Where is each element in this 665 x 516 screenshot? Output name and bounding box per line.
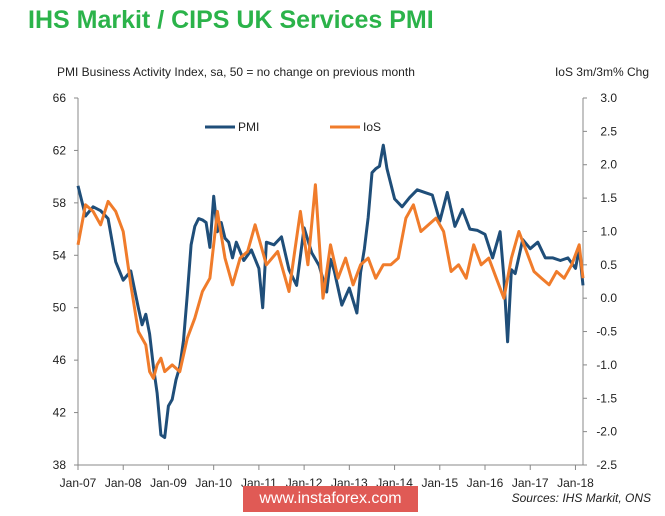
y-tick-label: 42 xyxy=(53,406,67,420)
chart-legend: PMI IoS xyxy=(205,120,381,134)
series-line-pmi xyxy=(76,143,585,439)
y2-tick-label: -2.5 xyxy=(596,458,617,472)
y2-tick-label: 2.0 xyxy=(600,158,617,172)
legend-label-ios: IoS xyxy=(363,120,381,134)
y2-tick-label: 0.5 xyxy=(600,258,617,272)
y-tick-label: 66 xyxy=(53,91,67,105)
watermark: www.instaforex.com xyxy=(243,486,418,512)
x-tick-label: Jan-17 xyxy=(512,476,549,490)
y2-tick-label: -1.0 xyxy=(596,358,617,372)
y2-tick-label: 1.5 xyxy=(600,191,617,205)
x-tick-label: Jan-10 xyxy=(195,476,232,490)
series-lines xyxy=(76,143,585,439)
x-tick-label: Jan-16 xyxy=(467,476,504,490)
y-tick-label: 54 xyxy=(53,248,67,262)
series-line-ios xyxy=(76,183,585,380)
y-tick-label: 38 xyxy=(53,458,67,472)
right-axis-label: IoS 3m/3m% Chg xyxy=(554,65,649,79)
y2-tick-label: 3.0 xyxy=(600,91,617,105)
y2-tick-label: -2.0 xyxy=(596,425,617,439)
y2-tick-label: -0.5 xyxy=(596,325,617,339)
source-note: Sources: IHS Markit, ONS xyxy=(511,491,651,505)
x-tick-label: Jan-07 xyxy=(60,476,97,490)
x-tick-label: Jan-09 xyxy=(150,476,187,490)
x-tick-label: Jan-08 xyxy=(105,476,142,490)
legend-label-pmi: PMI xyxy=(238,120,259,134)
y2-tick-label: 1.0 xyxy=(600,224,617,238)
y2-tick-label: 2.5 xyxy=(600,124,617,138)
y2-tick-label: -1.5 xyxy=(596,391,617,405)
y2-tick-label: 0.0 xyxy=(600,291,617,305)
y-tick-label: 58 xyxy=(53,196,67,210)
y-tick-label: 46 xyxy=(53,353,67,367)
chart-title: IHS Markit / CIPS UK Services PMI xyxy=(28,6,434,34)
y-tick-label: 50 xyxy=(53,301,67,315)
x-tick-label: Jan-18 xyxy=(557,476,594,490)
chart-axes: 38 42 46 50 54 58 62 66 -2.5 -2.0 -1.5 -1.0 -0.5 0.0 0… xyxy=(53,91,618,490)
chart-subtitle: PMI Business Activity Index, sa, 50 = no… xyxy=(57,65,415,79)
x-tick-label: Jan-15 xyxy=(421,476,458,490)
y-tick-label: 62 xyxy=(53,143,67,157)
